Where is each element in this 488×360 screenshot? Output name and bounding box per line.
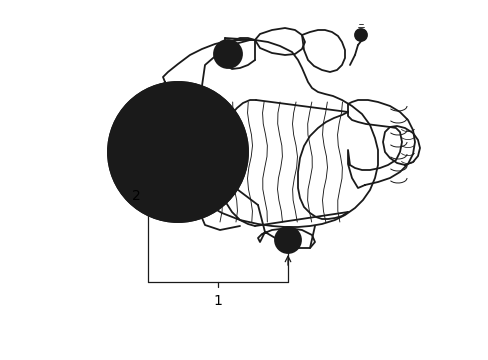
Text: 2: 2 bbox=[132, 189, 141, 203]
Circle shape bbox=[282, 234, 293, 246]
Circle shape bbox=[274, 227, 301, 253]
Circle shape bbox=[221, 47, 235, 61]
Circle shape bbox=[125, 99, 230, 205]
Circle shape bbox=[354, 29, 366, 41]
Circle shape bbox=[357, 32, 363, 38]
Circle shape bbox=[156, 130, 200, 174]
Circle shape bbox=[116, 90, 240, 214]
Circle shape bbox=[136, 110, 220, 194]
Circle shape bbox=[214, 40, 242, 68]
Circle shape bbox=[108, 82, 247, 222]
Circle shape bbox=[156, 130, 200, 174]
Circle shape bbox=[108, 82, 247, 222]
Text: 1: 1 bbox=[213, 294, 222, 308]
Circle shape bbox=[140, 114, 216, 190]
Circle shape bbox=[143, 118, 212, 186]
Circle shape bbox=[131, 105, 224, 199]
Circle shape bbox=[163, 138, 192, 166]
